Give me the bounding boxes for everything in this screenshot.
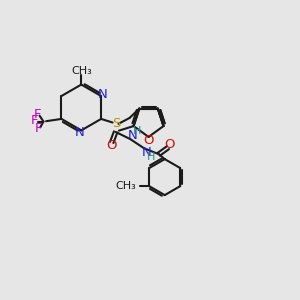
Text: N: N bbox=[98, 88, 107, 100]
Text: CH₃: CH₃ bbox=[71, 66, 92, 76]
Text: N: N bbox=[128, 129, 137, 142]
Text: F: F bbox=[35, 122, 42, 135]
Text: N: N bbox=[142, 146, 152, 159]
Text: N: N bbox=[75, 126, 85, 139]
Text: S: S bbox=[112, 117, 120, 130]
Text: H: H bbox=[146, 152, 155, 163]
Text: CH₃: CH₃ bbox=[115, 181, 136, 191]
Text: F: F bbox=[31, 114, 38, 128]
Text: F: F bbox=[34, 108, 41, 121]
Text: H: H bbox=[133, 126, 141, 136]
Text: O: O bbox=[164, 138, 175, 151]
Text: O: O bbox=[106, 139, 117, 152]
Text: O: O bbox=[143, 134, 154, 147]
